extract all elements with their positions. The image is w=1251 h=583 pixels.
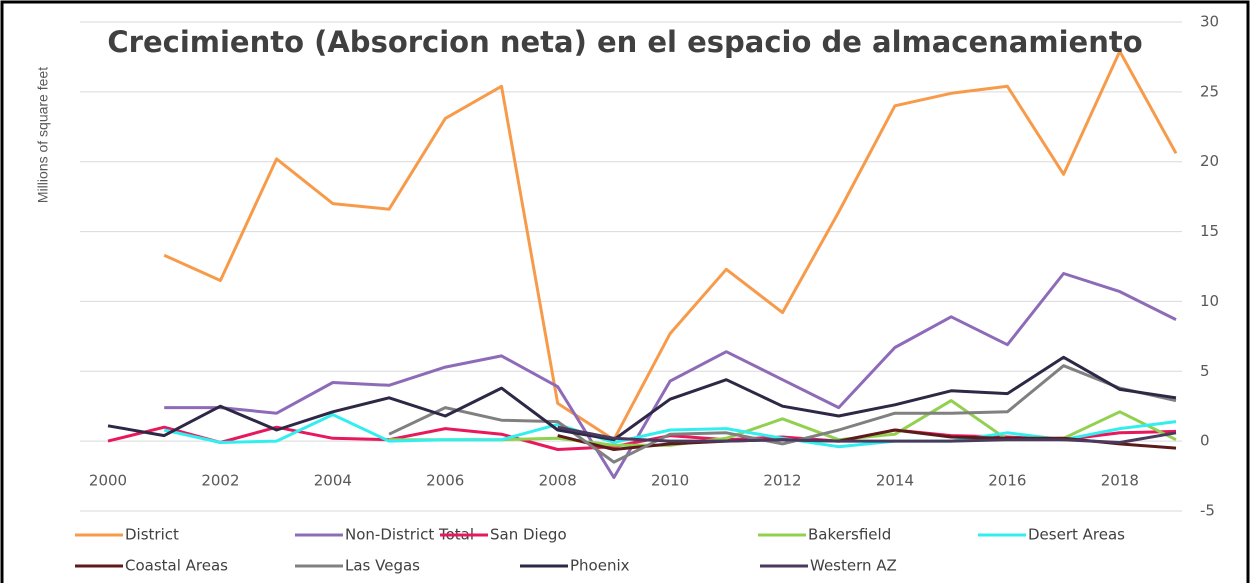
series-line: [107, 355, 1177, 442]
y-axis-label: Millions of square feet: [35, 67, 51, 203]
legend-label: Las Vegas: [345, 557, 420, 575]
legend-label: Western AZ: [810, 557, 897, 575]
legend-label: Non-District Total: [345, 526, 474, 544]
plot-lines: [107, 49, 1178, 479]
x-tick-label: 2012: [763, 472, 801, 490]
legend-label: District: [125, 526, 179, 544]
legend-label: Desert Areas: [1028, 526, 1125, 544]
y-tick-label: -5: [1200, 502, 1215, 520]
legend: District Non-District Total San Diego Baker…: [75, 526, 1125, 575]
x-tick-label: 2014: [876, 472, 914, 490]
x-tick-label: 2004: [314, 472, 352, 490]
x-tick-label: 2008: [539, 472, 577, 490]
y-tick-label: 25: [1200, 82, 1219, 100]
y-tick-label: 10: [1200, 292, 1219, 310]
series-line: [388, 364, 1177, 464]
series-line: [163, 49, 1178, 442]
y-tick-label: 15: [1200, 222, 1219, 240]
y-tick-label: 20: [1200, 152, 1219, 170]
legend-label: San Diego: [490, 526, 567, 544]
series-line: [164, 272, 1177, 479]
series-line: [557, 425, 1177, 444]
series-line: [163, 413, 1177, 449]
legend-label: Bakersfield: [808, 526, 891, 544]
legend-label: Phoenix: [570, 557, 630, 575]
x-tick-label: 2018: [1101, 472, 1139, 490]
x-tick-label: 2006: [426, 472, 464, 490]
legend-label: Coastal Areas: [125, 557, 228, 575]
grid: -5 0 5 10 15 20 25 30 2000 2002 2004 2006 2008 2010 20…: [80, 13, 1219, 520]
x-tick-label: 2000: [89, 472, 127, 490]
x-tick-label: 2002: [201, 472, 239, 490]
x-tick-label: 2010: [651, 472, 689, 490]
y-tick-label: 30: [1200, 13, 1219, 31]
chart-title: Crecimiento (Absorcion neta) en el espac…: [107, 25, 1142, 59]
y-tick-label: 0: [1200, 432, 1210, 450]
x-tick-label: 2016: [988, 472, 1026, 490]
y-tick-label: 5: [1200, 362, 1210, 380]
